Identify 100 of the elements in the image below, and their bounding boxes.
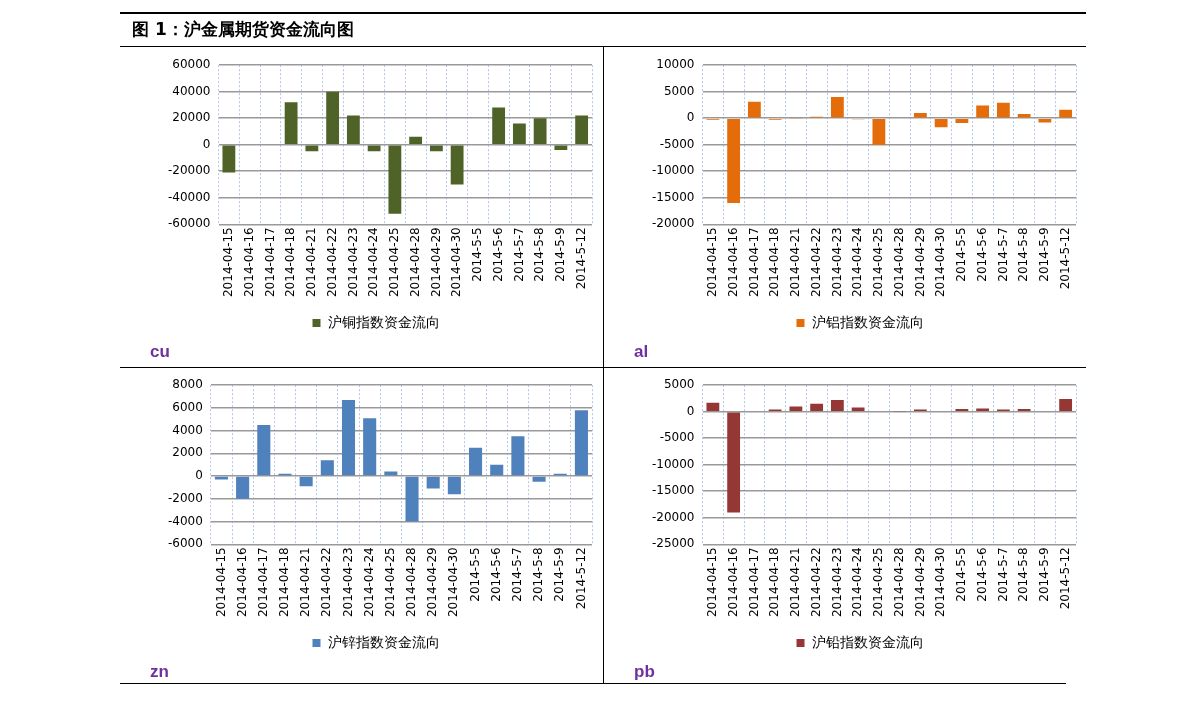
x-tick-label: 2014-04-15 xyxy=(213,547,228,618)
x-tick-label: 2014-5-9 xyxy=(552,547,567,602)
x-tick-label: 2014-04-18 xyxy=(277,547,292,618)
bar xyxy=(872,118,886,145)
bar xyxy=(727,118,741,204)
y-tick-label: -60000 xyxy=(167,216,211,231)
bar xyxy=(320,460,334,476)
bar xyxy=(830,97,844,118)
bar xyxy=(490,464,504,476)
legend-label: 沪铜指数资金流向 xyxy=(327,313,440,330)
y-tick-label: -10000 xyxy=(651,163,695,178)
y-tick-label: -5000 xyxy=(659,136,695,151)
y-tick-label: 40000 xyxy=(172,83,211,98)
x-tick-label: 2014-5-12 xyxy=(573,547,588,610)
y-tick-label: -15000 xyxy=(651,483,695,498)
y-tick-label: 10000 xyxy=(656,57,695,72)
y-tick-label: -20000 xyxy=(651,216,695,231)
x-tick-label: 2014-5-7 xyxy=(510,547,525,602)
x-tick-label: 2014-5-8 xyxy=(1016,547,1031,602)
x-tick-label: 2014-04-30 xyxy=(933,547,948,618)
x-tick-label: 2014-04-29 xyxy=(912,227,927,298)
chart-title: 图 1：沪金属期货资金流向图 xyxy=(132,18,354,41)
x-tick-label: 2014-04-28 xyxy=(891,227,906,298)
x-tick-label: 2014-04-30 xyxy=(449,227,464,298)
bar xyxy=(409,136,423,144)
x-tick-label: 2014-04-24 xyxy=(366,227,381,298)
y-tick-label: 4000 xyxy=(172,422,203,437)
bar xyxy=(363,418,377,476)
bar xyxy=(554,145,568,151)
x-tick-label: 2014-04-28 xyxy=(891,547,906,618)
x-tick-label: 2014-04-17 xyxy=(746,227,761,298)
y-tick-label: 8000 xyxy=(172,377,203,392)
x-tick-label: 2014-04-16 xyxy=(725,547,740,618)
y-tick-label: -20000 xyxy=(167,163,211,178)
x-tick-label: 2014-04-21 xyxy=(788,547,802,618)
bar xyxy=(450,145,464,185)
x-tick-label: 2014-5-12 xyxy=(1057,547,1072,610)
x-tick-label: 2014-04-23 xyxy=(340,547,355,618)
bar xyxy=(511,436,525,476)
x-tick-label: 2014-04-15 xyxy=(705,227,719,298)
x-tick-label: 2014-5-7 xyxy=(995,227,1010,282)
x-tick-label: 2014-04-23 xyxy=(345,227,360,298)
y-tick-label: 20000 xyxy=(172,110,211,125)
bar xyxy=(1059,109,1073,118)
bar xyxy=(346,115,360,144)
bar xyxy=(388,145,402,214)
x-tick-label: 2014-04-15 xyxy=(705,547,719,618)
x-tick-label: 2014-5-12 xyxy=(573,227,588,290)
bar xyxy=(214,476,228,480)
x-tick-label: 2014-5-8 xyxy=(532,227,547,282)
x-tick-label: 2014-04-24 xyxy=(850,547,865,618)
bar xyxy=(706,402,720,411)
x-tick-label: 2014-04-25 xyxy=(871,547,885,618)
legend-label: 沪锌指数资金流向 xyxy=(327,633,440,650)
bar xyxy=(326,91,340,144)
y-tick-label: 0 xyxy=(686,110,695,125)
x-tick-label: 2014-04-17 xyxy=(262,227,277,298)
x-tick-label: 2014-04-21 xyxy=(304,227,318,298)
bar xyxy=(934,118,948,128)
x-tick-label: 2014-04-24 xyxy=(361,547,376,618)
bar xyxy=(789,406,803,411)
x-tick-label: 2014-04-25 xyxy=(382,547,397,618)
y-tick-label: 0 xyxy=(686,403,695,418)
y-tick-label: 6000 xyxy=(172,400,203,415)
bar xyxy=(747,101,761,118)
bar xyxy=(727,412,741,513)
y-tick-label: -25000 xyxy=(651,536,695,551)
bar xyxy=(913,112,927,118)
y-tick-label: 0 xyxy=(195,468,203,483)
bar xyxy=(299,476,313,487)
x-tick-label: 2014-5-8 xyxy=(531,547,546,602)
bar xyxy=(532,476,546,482)
x-tick-label: 2014-5-8 xyxy=(1016,227,1031,282)
x-tick-label: 2014-04-28 xyxy=(404,547,419,618)
x-tick-label: 2014-5-7 xyxy=(511,227,526,282)
x-tick-label: 2014-5-6 xyxy=(488,547,503,602)
legend-label: 沪铅指数资金流向 xyxy=(811,633,924,650)
bar xyxy=(341,399,356,476)
x-tick-label: 2014-04-28 xyxy=(407,227,422,298)
x-tick-label: 2014-04-18 xyxy=(767,227,782,298)
x-tick-label: 2014-04-30 xyxy=(933,227,948,298)
x-tick-label: 2014-04-22 xyxy=(324,227,339,298)
x-tick-label: 2014-04-16 xyxy=(234,547,249,618)
text: al xyxy=(634,342,649,362)
y-tick-label: -6000 xyxy=(167,536,203,551)
x-tick-label: 2014-5-9 xyxy=(553,227,567,282)
x-tick-label: 2014-04-22 xyxy=(808,547,823,618)
y-tick-label: 2000 xyxy=(172,445,203,460)
bar xyxy=(257,424,271,476)
x-tick-label: 2014-04-17 xyxy=(746,547,761,618)
bar xyxy=(533,118,547,144)
bar xyxy=(305,145,319,152)
y-tick-label: -20000 xyxy=(651,509,695,524)
bar xyxy=(830,400,844,411)
y-tick-label: -40000 xyxy=(167,189,211,204)
x-tick-label: 2014-04-29 xyxy=(428,227,443,298)
bar xyxy=(1059,398,1073,411)
x-tick-label: 2014-04-17 xyxy=(255,547,270,618)
x-tick-label: 2014-04-25 xyxy=(871,227,885,298)
text: pb xyxy=(634,662,655,682)
